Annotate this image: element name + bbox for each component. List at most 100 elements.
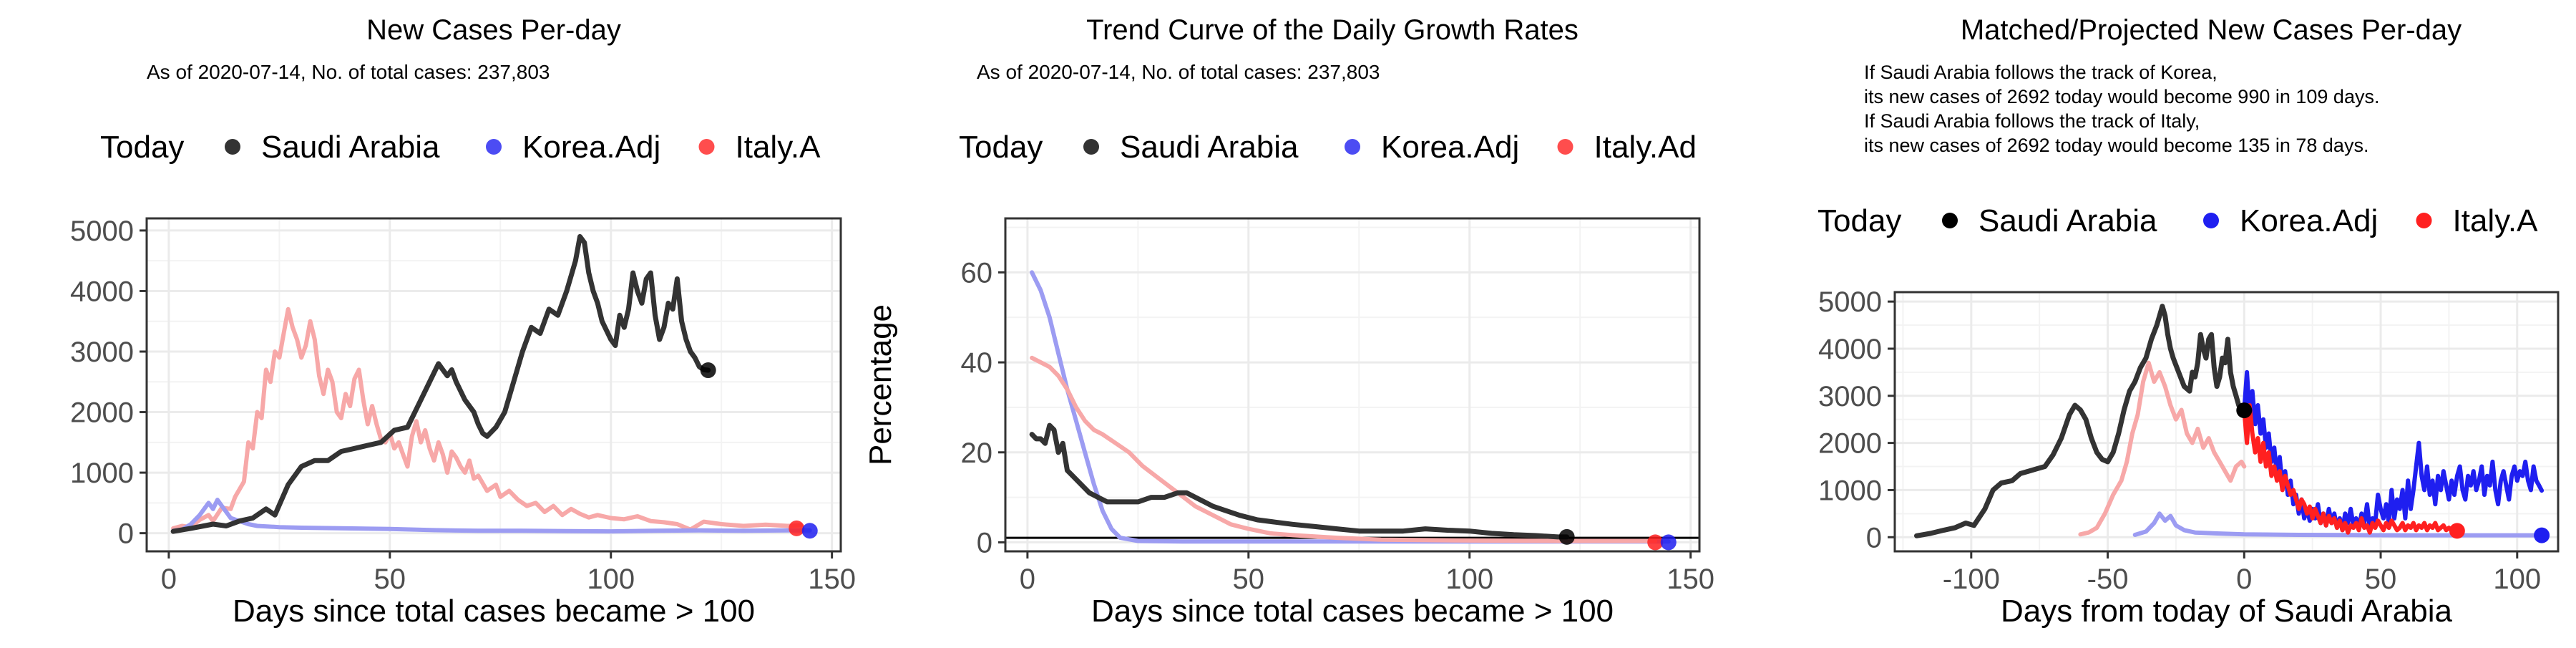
chart-subtitle-line: its new cases of 2692 today would become…	[1864, 86, 2379, 107]
x-tick-label: 0	[161, 564, 177, 595]
legend-dot	[1345, 139, 1360, 155]
chart-subtitle-line: If Saudi Arabia follows the track of Kor…	[1864, 62, 2218, 83]
legend: Today Saudi Arabia Korea.Adj Italy.A	[100, 130, 821, 165]
legend: Today Saudi Arabia Korea.Adj Italy.Ad	[959, 130, 1697, 165]
legend-label-today: Today	[1818, 203, 1901, 238]
plot-frame	[145, 217, 842, 553]
x-axis-label: Days since total cases became > 100	[1091, 594, 1614, 629]
legend-dot	[486, 139, 502, 155]
x-tick-label: 50	[374, 564, 406, 595]
legend-dot	[1557, 139, 1574, 155]
legend-dot	[2203, 213, 2219, 228]
legend-label: Italy.A	[736, 130, 821, 165]
y-tick-label: 3000	[1818, 381, 1882, 412]
x-tick-label: 50	[1233, 564, 1265, 595]
today-point	[1558, 528, 1575, 545]
legend-label: Saudi Arabia	[1120, 130, 1299, 165]
y-tick-label: 3000	[70, 337, 134, 368]
series-line	[1914, 304, 2247, 538]
y-tick-label: 1000	[70, 458, 134, 489]
chart-panel-growth-rates: Trend Curve of the Daily Growth Rates As …	[859, 0, 1717, 644]
plot-background	[147, 218, 841, 551]
plot-frame	[1004, 217, 1701, 553]
y-tick-label: 20	[961, 437, 993, 469]
y-tick-label: 1000	[1818, 475, 1882, 506]
legend-label: Korea.Adj	[1381, 130, 1519, 165]
series-line	[1030, 355, 1658, 543]
y-tick-label: 5000	[70, 216, 134, 247]
today-point	[1647, 534, 1664, 551]
chart-title: Matched/Projected New Cases Per-day	[1961, 14, 2462, 46]
chart-subtitle: As of 2020-07-14, No. of total cases: 23…	[977, 61, 1380, 83]
y-tick-label: 5000	[1818, 286, 1882, 318]
today-point	[789, 520, 805, 536]
y-tick-label: 40	[961, 347, 993, 379]
plot-area: 0 50 100 150 0 1000 2000 3000 4000 5000	[70, 216, 856, 595]
legend-label: Italy.A	[2453, 203, 2539, 238]
projected-cases-chart: Matched/Projected New Cases Per-day If Sa…	[1818, 14, 2560, 629]
legend-dot	[1942, 213, 1958, 228]
plot-background	[1005, 218, 1699, 551]
x-tick-label: 100	[2493, 564, 2541, 595]
today-point	[801, 523, 818, 539]
x-tick-label: -100	[1943, 564, 2000, 595]
legend-label-today: Today	[100, 130, 184, 165]
today-point	[2449, 523, 2465, 539]
y-tick-label: 0	[977, 527, 992, 558]
chart-panel-projected: Matched/Projected New Cases Per-day If Sa…	[1717, 0, 2576, 644]
chart-title: New Cases Per-day	[366, 14, 621, 46]
y-tick-label: 4000	[1818, 334, 1882, 365]
legend-dot	[225, 139, 240, 155]
x-tick-label: 50	[2365, 564, 2397, 595]
legend-label: Italy.Ad	[1594, 130, 1697, 165]
legend-dot	[1083, 139, 1099, 155]
chart-panel-new-cases: New Cases Per-day As of 2020-07-14, No. o…	[0, 0, 859, 644]
growth-rate-chart: Trend Curve of the Daily Growth Rates As …	[863, 14, 1714, 629]
series-line	[171, 306, 804, 532]
plot-area: 0 50 100 150 0 20 40 60	[961, 217, 1714, 595]
x-axis-label: Days since total cases became > 100	[233, 594, 755, 629]
series-line	[2242, 369, 2545, 533]
x-tick-label: 150	[808, 564, 856, 595]
x-tick-label: 100	[1445, 564, 1493, 595]
x-tick-label: 150	[1667, 564, 1714, 595]
x-tick-label: 0	[1020, 564, 1035, 595]
today-point	[1660, 534, 1677, 551]
y-tick-label: 0	[118, 518, 134, 550]
plot-background	[1895, 292, 2558, 551]
y-tick-label: 2000	[1818, 428, 1882, 460]
chart-subtitle-line: If Saudi Arabia follows the track of Ita…	[1864, 110, 2200, 132]
y-axis-label: Percentage	[863, 304, 898, 465]
series-line	[2132, 511, 2545, 538]
plot-frame	[1893, 291, 2560, 553]
new-cases-chart: New Cases Per-day As of 2020-07-14, No. o…	[70, 14, 856, 629]
series-line	[171, 498, 812, 534]
legend-dot	[2416, 213, 2432, 228]
series-line	[1030, 270, 1671, 544]
legend: Today Saudi Arabia Korea.Adj Italy.A	[1818, 203, 2538, 238]
y-tick-label: 2000	[70, 397, 134, 429]
today-point	[2534, 527, 2550, 543]
legend-label: Saudi Arabia	[1979, 203, 2157, 238]
chart-title: Trend Curve of the Daily Growth Rates	[1086, 14, 1579, 46]
chart-subtitle-line: its new cases of 2692 today would become…	[1864, 135, 2368, 156]
y-tick-label: 4000	[70, 276, 134, 307]
today-point	[2236, 402, 2253, 419]
series-line	[170, 233, 711, 534]
x-axis-label: Days from today of Saudi Arabia	[2001, 594, 2453, 629]
series-line	[2078, 360, 2247, 537]
x-tick-label: 0	[2236, 564, 2252, 595]
y-tick-label: 60	[961, 257, 993, 289]
x-tick-label: -50	[2087, 564, 2129, 595]
y-tick-label: 0	[1866, 522, 1882, 553]
legend-label: Korea.Adj	[522, 130, 660, 165]
legend-label: Korea.Adj	[2240, 203, 2378, 238]
series-line	[1029, 422, 1570, 540]
legend-dot	[698, 139, 715, 155]
series-line	[2242, 403, 2459, 535]
legend-label: Saudi Arabia	[261, 130, 440, 165]
today-point	[700, 362, 716, 379]
x-tick-label: 100	[587, 564, 635, 595]
chart-subtitle: As of 2020-07-14, No. of total cases: 23…	[147, 61, 550, 83]
